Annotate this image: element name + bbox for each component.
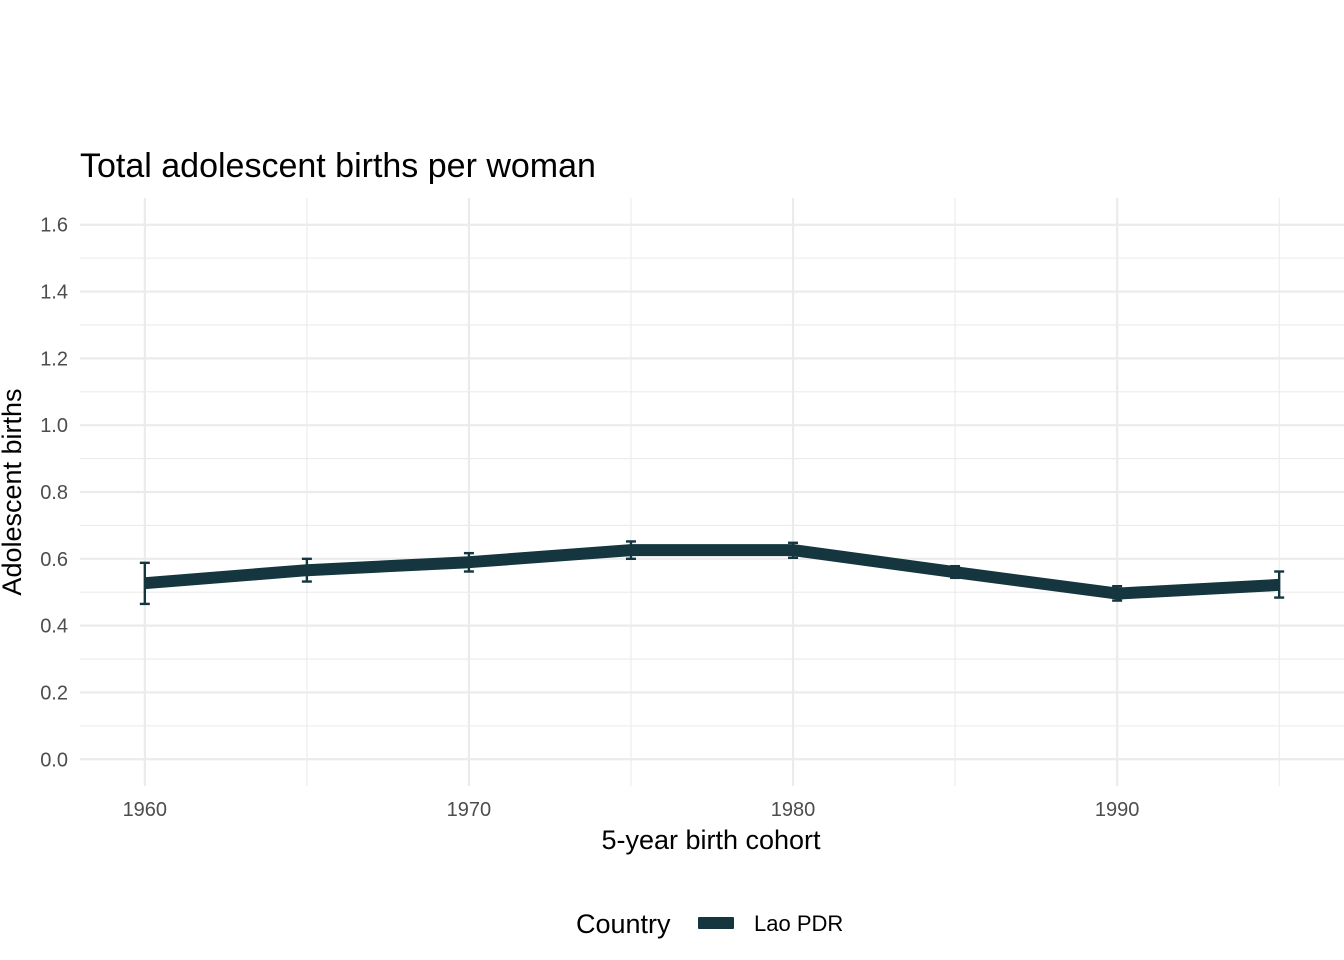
legend-label: Lao PDR [754,911,843,936]
x-tick-label: 1990 [1095,799,1140,821]
y-tick-label: 0.8 [40,482,68,504]
series-line-lao-pdr [144,544,1280,600]
y-tick-label: 1.2 [40,348,68,370]
legend-key-lao-pdr [698,917,734,929]
y-axis-ticks: 0.0 0.2 0.4 0.6 0.8 1.0 1.2 1.4 1.6 [40,215,68,772]
legend-title: Country [576,909,671,939]
grid [80,198,1344,786]
y-axis-title: Adolescent births [0,388,27,595]
legend: Country Lao PDR [576,909,843,939]
y-tick-label: 1.6 [40,215,68,237]
x-tick-label: 1970 [447,799,492,821]
x-tick-label: 1960 [123,799,168,821]
x-axis-ticks: 1960 1970 1980 1990 [123,799,1140,821]
y-tick-label: 0.2 [40,682,68,704]
chart-title: Total adolescent births per woman [80,147,596,185]
y-tick-label: 1.4 [40,282,68,304]
y-tick-label: 0.0 [40,749,68,771]
y-tick-label: 1.0 [40,415,68,437]
y-tick-label: 0.6 [40,549,68,571]
plot-marks [139,540,1285,606]
y-tick-label: 0.4 [40,616,68,638]
x-tick-label: 1980 [771,799,816,821]
x-axis-title: 5-year birth cohort [601,825,821,855]
